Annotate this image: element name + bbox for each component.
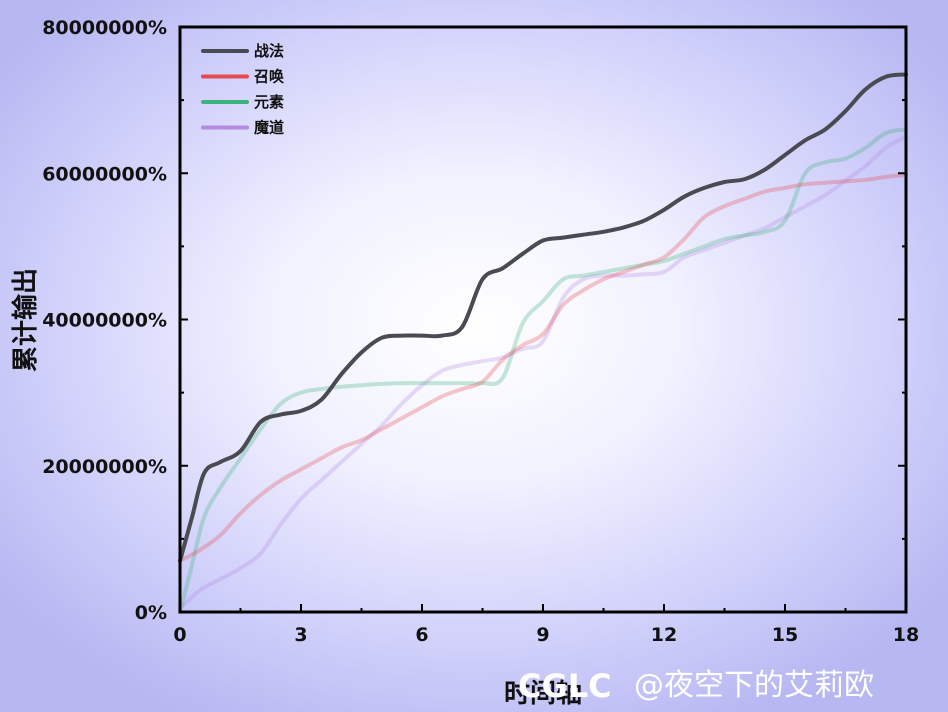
legend-label: 战法 xyxy=(254,42,284,60)
legend-label: 元素 xyxy=(254,93,284,111)
series-line-1 xyxy=(178,72,908,563)
watermark-logo: CGLC xyxy=(518,667,612,705)
x-tick-label: 6 xyxy=(415,624,428,646)
y-tick-label: 60000000% xyxy=(42,163,167,185)
x-tick-label: 18 xyxy=(893,624,919,646)
series-line-3 xyxy=(178,127,908,614)
y-axis-title: 累计输出 xyxy=(10,268,41,372)
legend-label: 召唤 xyxy=(254,68,284,86)
x-axis-title: 时间轴 xyxy=(504,679,582,709)
y-tick-label: 80000000% xyxy=(42,17,167,39)
x-tick-label: 12 xyxy=(651,624,677,646)
watermark: CGLC @夜空下的艾莉欧 xyxy=(518,667,874,705)
x-tick-label: 9 xyxy=(536,624,549,646)
y-tick-label: 20000000% xyxy=(42,456,167,478)
x-tick-label: 3 xyxy=(294,624,307,646)
x-tick-label: 0 xyxy=(173,624,186,646)
x-tick-label: 15 xyxy=(772,624,798,646)
y-tick-label: 0% xyxy=(135,602,167,624)
series-layer xyxy=(178,72,908,614)
series-line-4 xyxy=(178,134,908,611)
legend-label: 魔道 xyxy=(254,119,284,137)
y-tick-label: 40000000% xyxy=(42,310,167,332)
plot-frame xyxy=(178,25,908,614)
watermark-text: @夜空下的艾莉欧 xyxy=(634,668,874,703)
series-line-2 xyxy=(178,172,908,563)
ticks-layer: 0 3 6 9 12 15 18 0% 20000000% 40000000% 60000000% 8… xyxy=(42,17,919,646)
